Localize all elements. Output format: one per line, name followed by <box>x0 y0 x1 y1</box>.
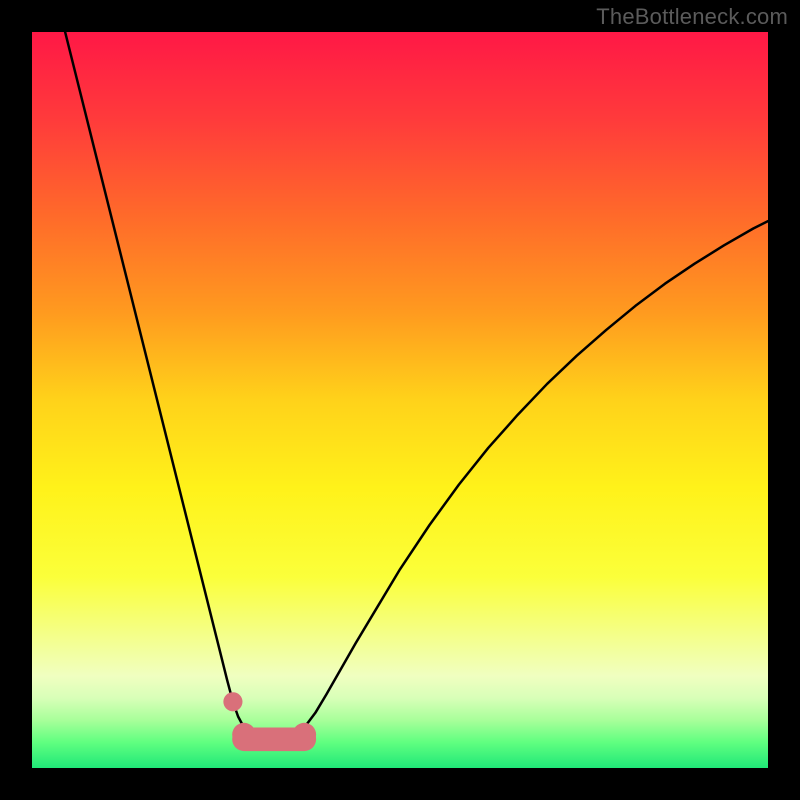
gradient-background <box>32 32 768 768</box>
chart-container: TheBottleneck.com <box>0 0 800 800</box>
bottleneck-chart <box>32 32 768 768</box>
watermark-text: TheBottleneck.com <box>596 4 788 30</box>
optimal-dot-0 <box>223 692 242 711</box>
optimal-cap-left <box>232 723 256 747</box>
optimal-cap-right <box>293 723 317 747</box>
plot-area <box>32 32 768 768</box>
